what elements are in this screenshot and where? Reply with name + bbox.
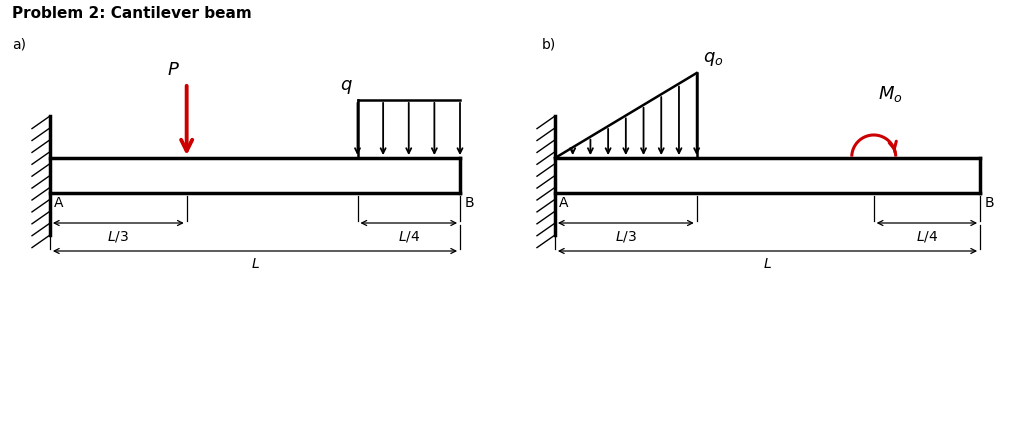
Polygon shape xyxy=(50,158,460,193)
Text: $q$: $q$ xyxy=(340,78,352,96)
Text: $L$: $L$ xyxy=(251,257,259,271)
Text: A: A xyxy=(559,196,568,210)
Text: $L/4$: $L/4$ xyxy=(915,229,938,244)
Text: $L/3$: $L/3$ xyxy=(108,229,129,244)
Text: a): a) xyxy=(12,38,26,52)
Text: B: B xyxy=(465,196,475,210)
Text: A: A xyxy=(54,196,63,210)
Text: $L/4$: $L/4$ xyxy=(397,229,420,244)
Text: $M_o$: $M_o$ xyxy=(878,84,902,104)
Text: Problem 2: Cantilever beam: Problem 2: Cantilever beam xyxy=(12,6,252,21)
Text: $L/3$: $L/3$ xyxy=(614,229,637,244)
Polygon shape xyxy=(555,158,980,193)
Text: b): b) xyxy=(542,38,556,52)
Text: $L$: $L$ xyxy=(763,257,772,271)
Text: B: B xyxy=(985,196,994,210)
Text: $q_o$: $q_o$ xyxy=(702,50,723,68)
Text: $P$: $P$ xyxy=(167,61,179,79)
